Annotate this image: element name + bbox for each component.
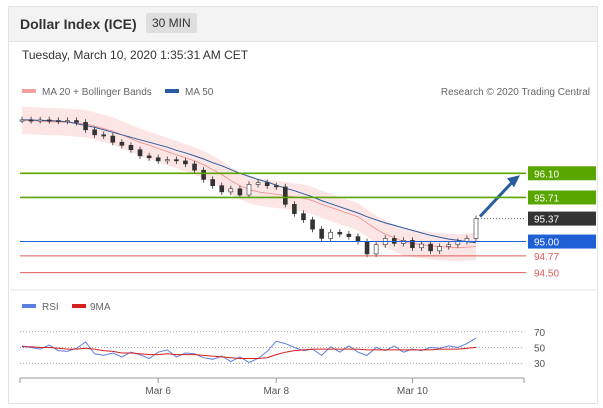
price-candle	[46, 119, 52, 122]
level-tag-95.71	[528, 190, 596, 205]
price-candle	[310, 219, 315, 230]
price-candle	[364, 241, 370, 255]
legend-rsi: RSI	[22, 302, 59, 313]
price-candle	[346, 233, 352, 237]
price-candle	[19, 119, 25, 122]
price-candle	[174, 159, 179, 162]
level-tag-95.00	[528, 234, 596, 249]
timestamp: Tuesday, March 10, 2020 1:35:31 AM CET	[22, 48, 249, 62]
price-candle	[473, 218, 479, 239]
rsi-level-label-70: 70	[534, 328, 546, 339]
price-candle	[437, 246, 442, 252]
price-candle	[164, 159, 170, 162]
x-tick-label: Mar 8	[263, 386, 289, 397]
level-label-95.71: 95.71	[534, 193, 559, 204]
price-candle	[110, 135, 116, 143]
price-candle	[101, 134, 107, 137]
level-tag-95.37	[528, 211, 596, 226]
price-candle	[391, 238, 397, 244]
legend-ma50-swatch	[165, 89, 179, 93]
level-label-95.37: 95.37	[534, 215, 559, 226]
credit-text: Research © 2020 Trading Central	[441, 87, 590, 98]
price-candle	[128, 145, 134, 150]
instrument-title: Dollar Index (ICE)	[20, 16, 137, 32]
rsi-ma-line	[22, 346, 477, 359]
ma50-line	[22, 119, 477, 244]
price-candle	[428, 243, 433, 252]
price-candle	[446, 244, 452, 247]
price-candle	[65, 120, 70, 123]
price-candle	[246, 184, 252, 196]
rsi-chart: 70 50 30	[20, 328, 546, 370]
price-candle	[56, 120, 61, 123]
legend-rsi-swatch	[22, 304, 36, 308]
price-candle	[255, 182, 261, 185]
x-axis: Mar 6 Mar 8 Mar 10	[145, 378, 428, 397]
price-candle	[328, 231, 334, 239]
price-candle	[219, 185, 225, 193]
legend-9ma-label: 9MA	[90, 302, 111, 313]
legend-9ma: 9MA	[72, 302, 111, 313]
price-candle	[319, 228, 324, 239]
rsi-level-label-30: 30	[534, 359, 546, 370]
price-candle	[137, 149, 143, 157]
price-candle	[192, 163, 197, 171]
legend-bollinger-label: MA 20 + Bollinger Bands	[42, 87, 152, 98]
price-candle	[183, 160, 188, 165]
x-tick-label: Mar 10	[397, 386, 429, 397]
level-tag-96.10	[528, 166, 596, 181]
projection-arrow	[478, 179, 516, 218]
price-candle	[410, 240, 415, 249]
level-label-96.10: 96.10	[534, 169, 559, 180]
price-candle	[273, 185, 279, 188]
legend-bollinger-swatch	[22, 89, 36, 93]
price-candle	[355, 236, 361, 242]
price-candle	[337, 231, 343, 235]
price-candle	[92, 129, 97, 136]
level-label-94.50: 94.50	[534, 269, 559, 280]
legend-bollinger: MA 20 + Bollinger Bands	[22, 87, 152, 98]
price-candle	[37, 119, 43, 122]
chart-header: Dollar Index (ICE) 30 MIN	[9, 7, 597, 42]
legend-rsi-label: RSI	[42, 302, 59, 313]
price-candle	[210, 179, 215, 186]
x-tick-label: Mar 6	[145, 386, 171, 397]
timeframe-badge[interactable]: 30 MIN	[146, 13, 197, 33]
price-candle	[155, 157, 161, 162]
legend-ma50-label: MA 50	[185, 87, 214, 98]
price-candle	[292, 204, 297, 214]
price-candle	[228, 188, 234, 193]
rsi-level-label-50: 50	[534, 344, 546, 355]
price-levels: 96.10 95.71 95.37 95.00 94.77 94.50	[20, 166, 596, 280]
price-candle	[419, 243, 424, 249]
price-chart	[19, 106, 520, 262]
level-label-94.77: 94.77	[534, 252, 559, 263]
price-candle	[373, 244, 379, 255]
level-label-95.00: 95.00	[534, 238, 559, 249]
price-candle	[301, 213, 306, 221]
price-candle	[201, 169, 206, 180]
projection-arrow-head	[507, 175, 520, 188]
chart-card: Dollar Index (ICE) 30 MIN Tuesday, March…	[8, 6, 598, 404]
price-candle	[74, 120, 79, 123]
price-candle	[28, 119, 34, 122]
legend-9ma-swatch	[72, 304, 86, 308]
price-candle	[237, 188, 243, 196]
legend-ma50: MA 50	[165, 87, 214, 98]
price-candle	[283, 186, 288, 205]
price-candle	[264, 182, 270, 186]
price-candle	[146, 155, 152, 159]
price-candle	[119, 141, 125, 146]
price-candle	[83, 122, 88, 131]
